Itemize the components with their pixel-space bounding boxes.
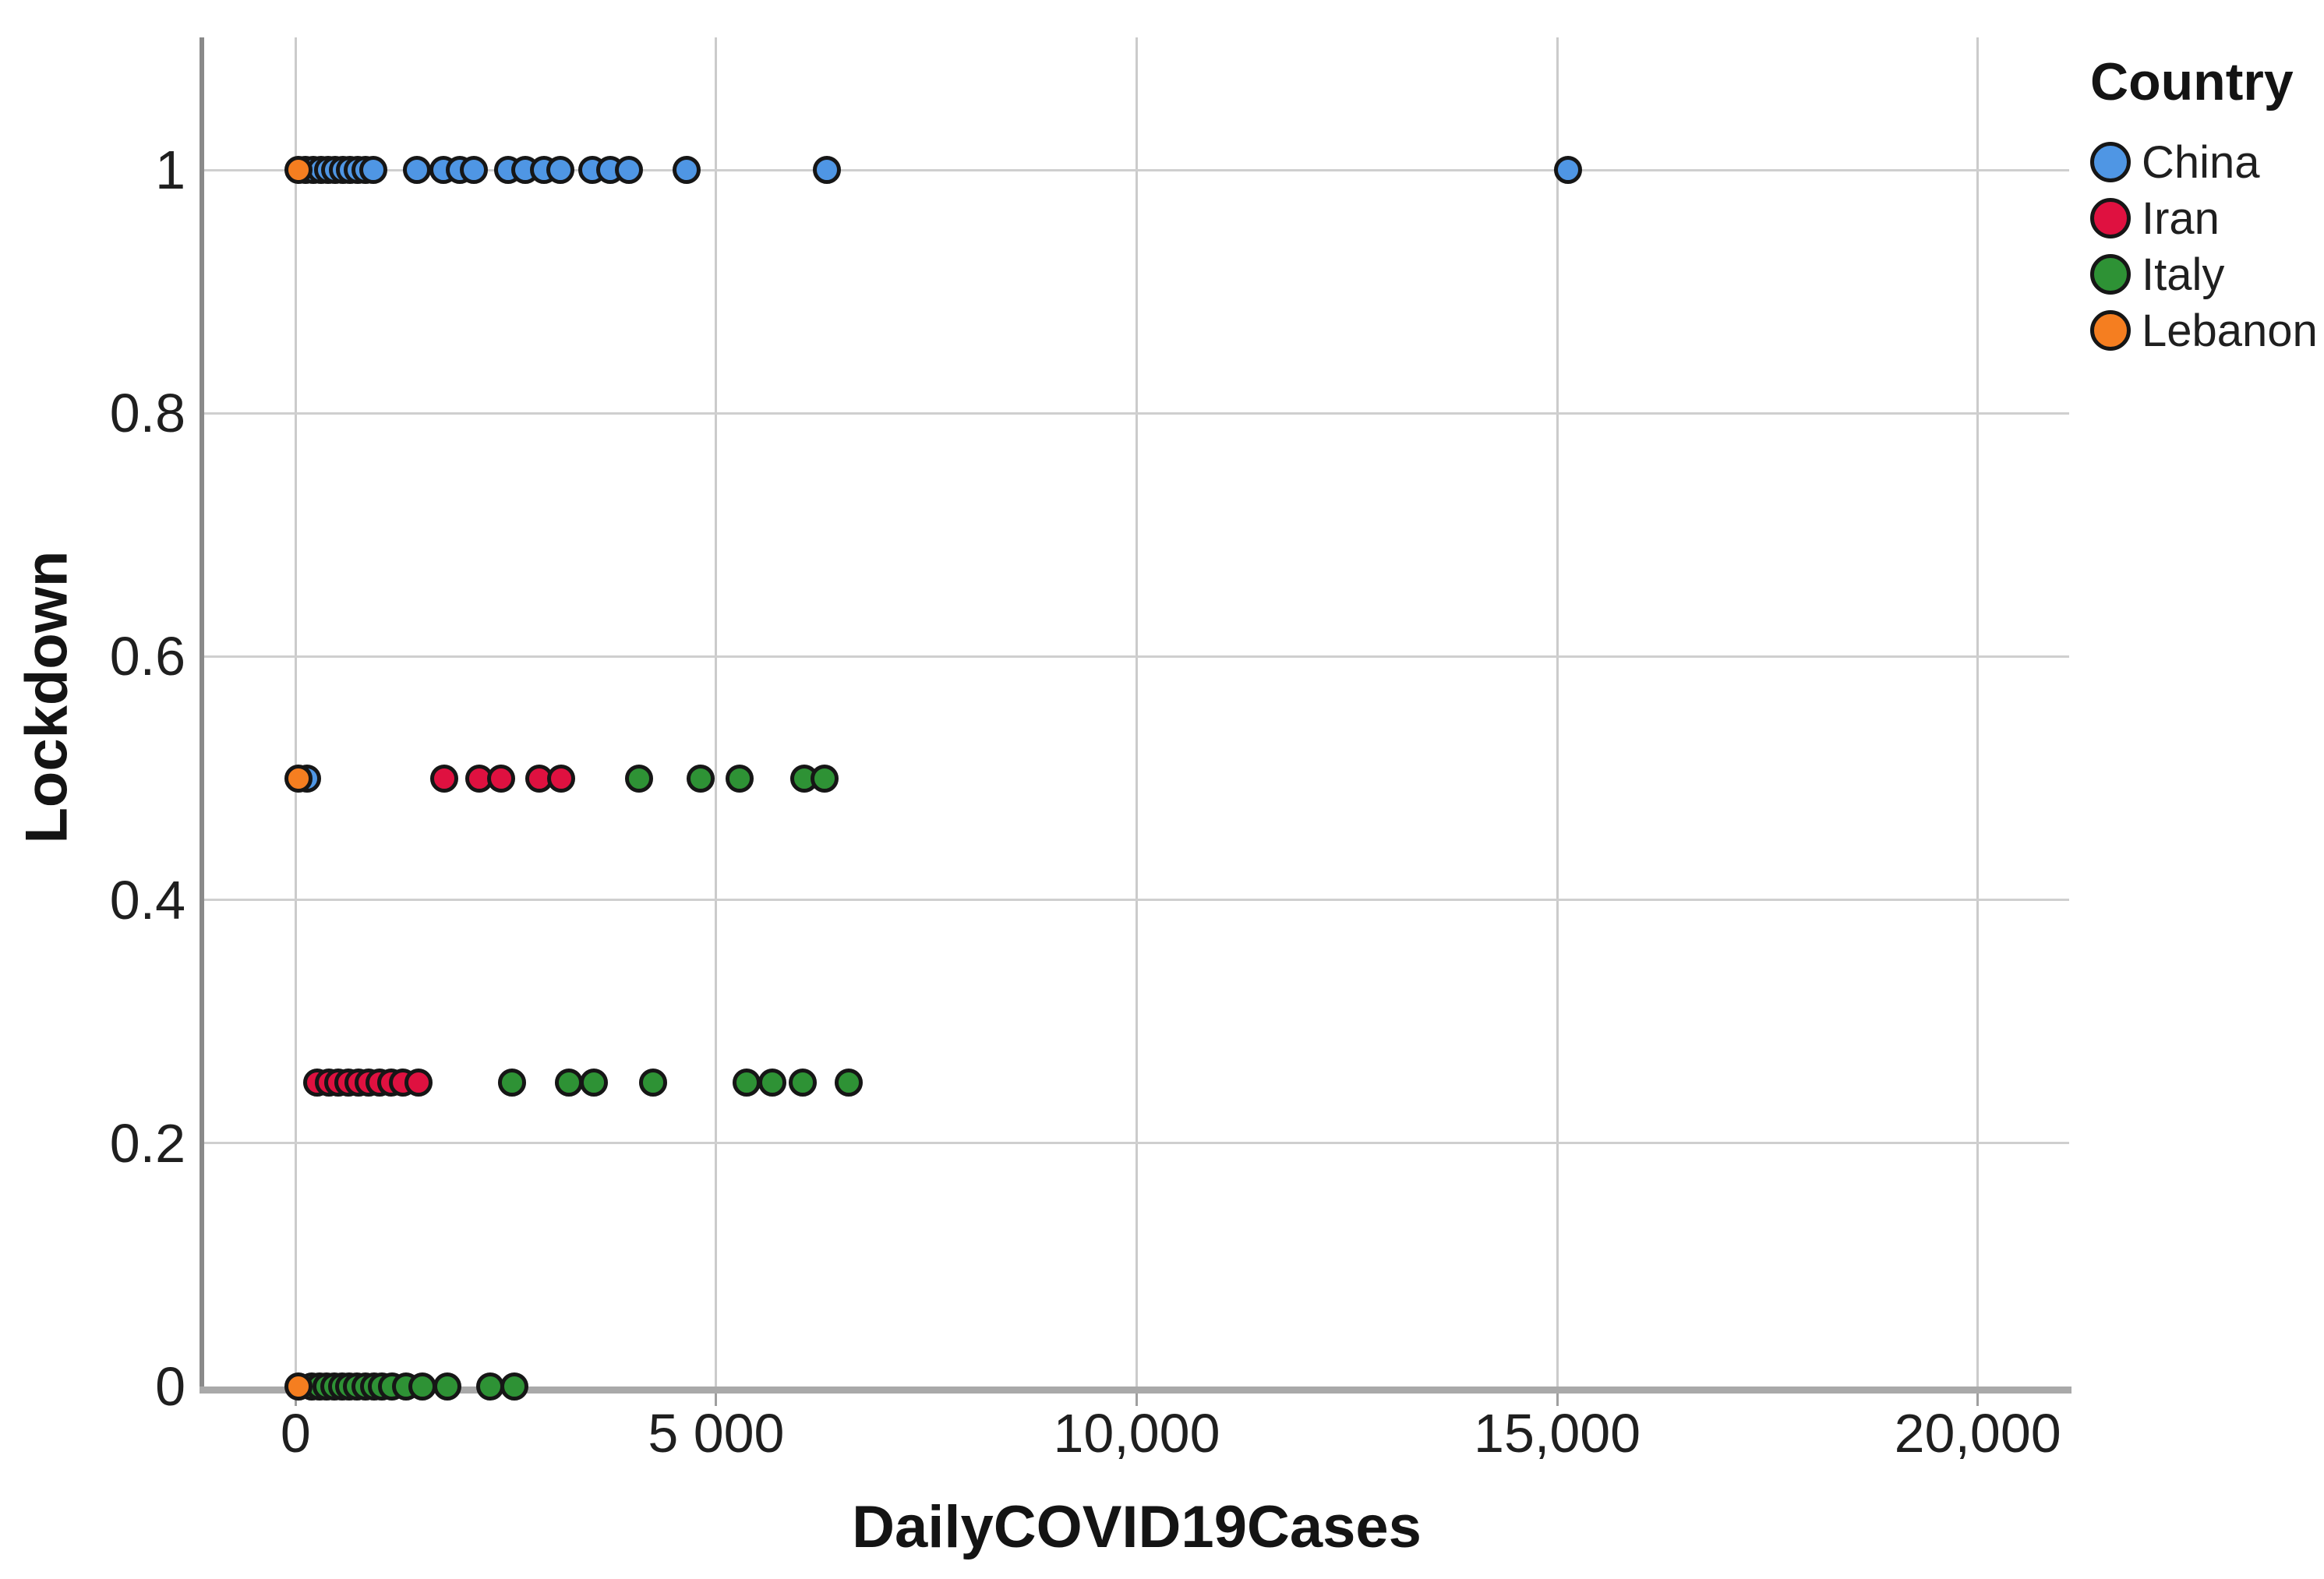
legend-label: Italy	[2142, 249, 2225, 300]
y-axis-title: Lockdown	[13, 550, 80, 844]
legend-swatch-italy	[2090, 254, 2131, 295]
data-point-china	[459, 156, 488, 185]
legend-label: Iran	[2142, 193, 2220, 244]
legend-swatch-iran	[2090, 198, 2131, 238]
y-tick-label: 0.8	[109, 383, 185, 444]
gridline-x-0	[294, 37, 297, 1392]
data-point-italy	[811, 764, 839, 793]
data-point-iran	[547, 764, 576, 793]
data-point-iran	[464, 764, 493, 793]
x-tick-mark	[1556, 1394, 1559, 1406]
gridline-x-20000	[1976, 37, 1980, 1392]
legend-label: China	[2142, 136, 2260, 188]
legend-swatch-lebanon	[2090, 310, 2131, 351]
legend-item-iran: Iran	[2090, 190, 2318, 246]
legend: Country China Iran Italy Lebanon	[2090, 51, 2318, 359]
data-point-china	[1554, 156, 1583, 185]
data-point-iran	[430, 764, 459, 793]
data-point-italy	[497, 1068, 526, 1097]
x-tick-mark	[1136, 1394, 1138, 1406]
x-tick-mark	[1976, 1394, 1980, 1406]
data-point-china	[358, 156, 387, 185]
data-point-italy	[726, 764, 754, 793]
legend-item-china: China	[2090, 134, 2318, 190]
legend-item-lebanon: Lebanon	[2090, 302, 2318, 359]
data-point-iran	[486, 764, 515, 793]
legend-swatch-china	[2090, 142, 2131, 182]
x-tick-label: 10,000	[1053, 1403, 1220, 1464]
x-tick-label: 5 000	[648, 1403, 785, 1464]
data-point-lebanon	[284, 764, 313, 793]
gridline-y-0.8	[202, 412, 2069, 415]
y-tick-label: 0.2	[109, 1112, 185, 1174]
data-point-china	[614, 156, 643, 185]
data-point-italy	[580, 1068, 609, 1097]
y-axis-line	[200, 37, 204, 1392]
y-tick-label: 1	[155, 140, 185, 201]
data-point-lebanon	[284, 1372, 313, 1401]
gridline-x-15000	[1556, 37, 1559, 1392]
y-tick-label: 0	[155, 1355, 185, 1417]
gridline-y-0.6	[202, 655, 2069, 658]
data-point-italy	[687, 764, 715, 793]
y-tick-label: 0.4	[109, 869, 185, 931]
data-point-italy	[500, 1372, 528, 1401]
legend-title: Country	[2090, 52, 2294, 111]
gridline-y-1	[202, 168, 2069, 171]
gridline-x-5000	[715, 37, 718, 1392]
data-point-china	[673, 156, 701, 185]
data-point-italy	[835, 1068, 864, 1097]
gridline-x-10000	[1136, 37, 1138, 1392]
data-point-italy	[638, 1068, 667, 1097]
x-tick-label: 20,000	[1894, 1403, 2061, 1464]
legend-items: China Iran Italy Lebanon	[2090, 134, 2318, 359]
legend-item-italy: Italy	[2090, 246, 2318, 302]
data-point-italy	[624, 764, 653, 793]
gridline-y-0.2	[202, 1142, 2069, 1145]
data-point-china	[546, 156, 575, 185]
gridline-y-0.4	[202, 899, 2069, 902]
data-point-china	[402, 156, 431, 185]
y-tick-label: 0.6	[109, 626, 185, 687]
data-point-italy	[555, 1068, 584, 1097]
x-tick-label: 0	[280, 1403, 311, 1464]
data-point-italy	[789, 1068, 818, 1097]
data-point-italy	[433, 1372, 461, 1401]
data-point-italy	[732, 1068, 761, 1097]
data-point-china	[813, 156, 842, 185]
x-tick-label: 15,000	[1474, 1403, 1641, 1464]
x-axis-title: DailyCOVID19Cases	[852, 1494, 1422, 1560]
data-point-lebanon	[284, 156, 313, 185]
data-point-iran	[404, 1068, 433, 1097]
x-tick-mark	[715, 1394, 718, 1406]
data-point-italy	[758, 1068, 787, 1097]
legend-label: Lebanon	[2142, 305, 2318, 356]
x-axis-line	[200, 1386, 2071, 1394]
